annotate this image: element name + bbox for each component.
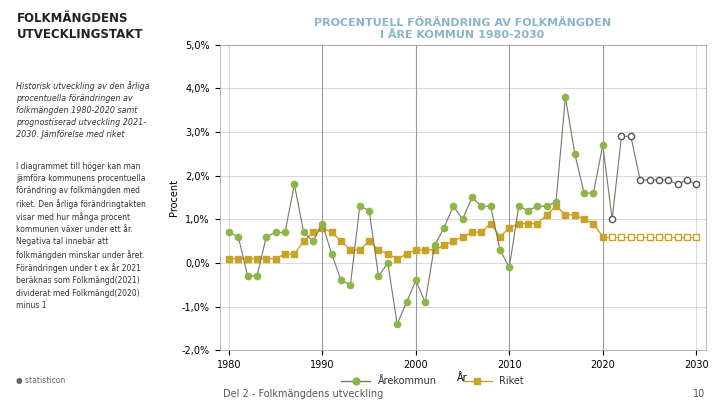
Årekommun [290,182,299,187]
Riket [533,221,541,226]
Årekommun [495,247,504,252]
Årekommun [253,274,261,279]
Årekommun [356,204,364,209]
Riket [328,230,336,235]
Årekommun [580,191,588,196]
Årekommun [440,226,449,230]
Text: Historisk utveckling av den årliga
procentuella förändringen av
folkmängden 1980: Historisk utveckling av den årliga proce… [17,81,150,139]
Riket [486,221,495,226]
Riket [570,213,579,217]
Riket [346,247,355,252]
Line: Riket: Riket [226,203,606,261]
Riket [523,221,532,226]
Årekommun [346,282,355,287]
Årekommun [374,274,383,279]
Årekommun [318,221,327,226]
Riket [290,252,299,257]
Text: Riket: Riket [499,376,523,386]
Riket [495,234,504,239]
Y-axis label: Procent: Procent [169,179,179,216]
Riket [365,239,374,243]
Årekommun [552,199,560,204]
Riket [318,226,327,230]
Riket [271,256,280,261]
Riket [281,252,289,257]
Riket [412,247,420,252]
Årekommun [412,278,420,283]
Årekommun [542,204,551,209]
Årekommun [281,230,289,235]
Årekommun [486,204,495,209]
Årekommun [598,143,607,147]
Årekommun [505,265,513,270]
Riket [467,230,476,235]
Årekommun [458,217,467,222]
Riket [561,213,570,217]
Text: Del 2 - Folkmängdens utveckling: Del 2 - Folkmängdens utveckling [223,389,384,399]
Årekommun [337,278,346,283]
Årekommun [393,322,402,326]
Riket [431,247,439,252]
Årekommun [514,204,523,209]
X-axis label: År: År [457,373,468,383]
Riket [458,234,467,239]
Title: PROCENTUELL FÖRÄNDRING AV FOLKMÄNGDEN
I ÅRE KOMMUN 1980-2030: PROCENTUELL FÖRÄNDRING AV FOLKMÄNGDEN I … [314,18,611,40]
Riket [598,234,607,239]
Årekommun [234,234,243,239]
Riket [356,247,364,252]
Årekommun [309,239,318,243]
Årekommun [421,300,430,305]
Årekommun [467,195,476,200]
Riket [421,247,430,252]
Text: I diagrammet till höger kan man
jämföra kommunens procentuella
förändring av fol: I diagrammet till höger kan man jämföra … [17,162,146,310]
Text: Årekommun: Årekommun [377,376,436,386]
Riket [542,213,551,217]
Årekommun [365,208,374,213]
Riket [589,221,598,226]
Riket [337,239,346,243]
Riket [225,256,233,261]
Årekommun [384,260,392,265]
Riket [393,256,402,261]
Riket [402,252,411,257]
Text: 10: 10 [693,389,706,399]
Riket [262,256,271,261]
Riket [234,256,243,261]
Text: FOLKMÄNGDENS
UTVECKLINGSTAKT: FOLKMÄNGDENS UTVECKLINGSTAKT [17,12,143,41]
Riket [374,247,383,252]
Årekommun [271,230,280,235]
Riket [514,221,523,226]
Årekommun [533,204,541,209]
Line: Årekommun: Årekommun [226,94,606,327]
Riket [309,230,318,235]
Årekommun [477,204,485,209]
Årekommun [225,230,233,235]
Årekommun [561,94,570,99]
Årekommun [431,243,439,248]
Årekommun [262,234,271,239]
Årekommun [300,230,308,235]
Årekommun [589,191,598,196]
Årekommun [402,300,411,305]
Riket [300,239,308,243]
Årekommun [328,252,336,257]
Riket [552,204,560,209]
Årekommun [523,208,532,213]
Riket [477,230,485,235]
Riket [449,239,458,243]
Årekommun [570,151,579,156]
Riket [384,252,392,257]
Riket [253,256,261,261]
Årekommun [449,204,458,209]
Årekommun [243,274,252,279]
Riket [580,217,588,222]
Riket [243,256,252,261]
Riket [440,243,449,248]
Riket [505,226,513,230]
Text: ● statisticon: ● statisticon [17,376,66,385]
